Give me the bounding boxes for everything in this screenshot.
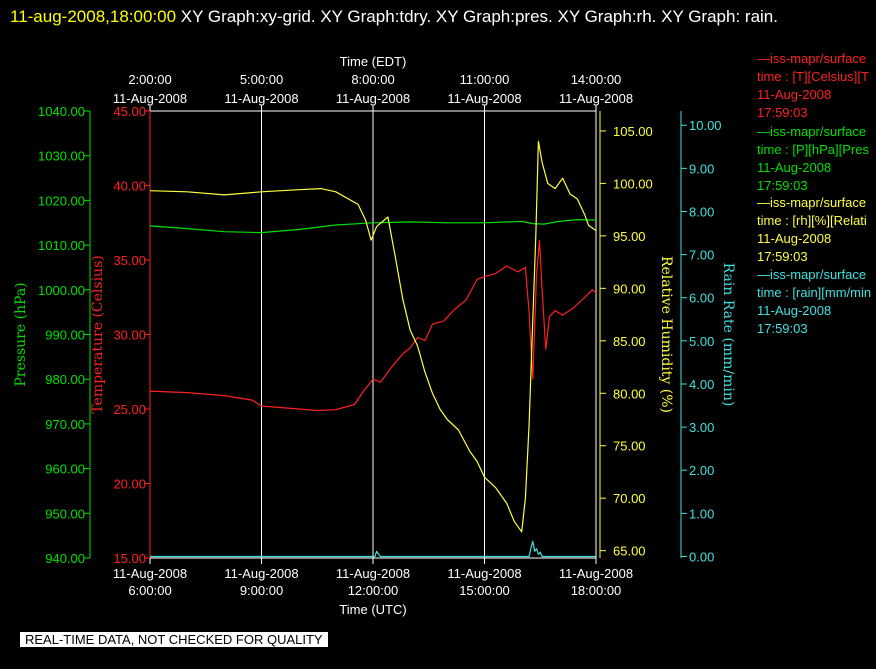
series-line-pres (149, 219, 597, 234)
x-top-axis-title: Time (EDT) (340, 54, 407, 69)
y-tick-label-temp: 35.00 (113, 253, 146, 268)
legend-description: time : [rain][mm/min (757, 285, 872, 300)
y-tick-label-rh: 75.00 (613, 439, 646, 454)
title-graph-list: XY Graph:xy-grid. XY Graph:tdry. XY Grap… (180, 7, 778, 26)
x-top-tick-label-date: 11-Aug-2008 (447, 91, 521, 106)
series-line-rain (150, 540, 596, 558)
title-timestamp: 11-aug-2008,18:00:00 (10, 7, 177, 26)
x-top-tick-label-time: 5:00:00 (240, 72, 283, 87)
x-top-tick-label-time: 11:00:00 (460, 72, 510, 87)
x-tick-label-date: 11-Aug-2008 (559, 566, 633, 581)
y-tick-label-rain: 7.00 (689, 248, 714, 263)
x-bottom-axis-title: Time (UTC) (339, 602, 406, 617)
y-tick-label-pres: 990.00 (45, 328, 85, 343)
legend-date: 11-Aug-2008 (757, 87, 832, 102)
graph-title: 11-aug-2008,18:00:00 XY Graph:xy-grid. X… (10, 2, 870, 31)
legend-description: time : [T][Celsius][T (757, 69, 869, 84)
y-tick-label-rh: 90.00 (613, 281, 646, 296)
x-top-tick-label-time: 14:00:00 (571, 72, 622, 87)
legend-description: time : [P][hPa][Pres (757, 142, 869, 157)
y-tick-label-temp: 20.00 (113, 477, 146, 492)
y-tick-label-pres: 940.00 (45, 551, 85, 566)
legend-time: 17:59:03 (757, 321, 808, 336)
legend-entry-pressure: —iss-mapr/surface time : [P][hPa][Pres 1… (757, 123, 876, 195)
y-tick-label-rh: 95.00 (613, 229, 646, 244)
y-axis-title-pres: Pressure (hPa) (13, 282, 29, 386)
legend-source: —iss-mapr/surface (757, 124, 867, 139)
y-tick-label-pres: 980.00 (45, 372, 85, 387)
x-tick-label-date: 11-Aug-2008 (224, 566, 298, 581)
x-top-tick-label-date: 11-Aug-2008 (336, 91, 410, 106)
y-tick-label-temp: 30.00 (113, 328, 146, 343)
legend-source: —iss-mapr/surface (757, 267, 867, 282)
x-top-tick-label-time: 8:00:00 (351, 72, 394, 87)
y-tick-label-rain: 4.00 (689, 377, 714, 392)
y-tick-label-temp: 25.00 (113, 402, 146, 417)
legend-source: —iss-mapr/surface (757, 195, 867, 210)
y-tick-label-rain: 3.00 (689, 420, 714, 435)
legend-entry-rain: —iss-mapr/surface time : [rain][mm/min 1… (757, 266, 876, 338)
y-tick-label-pres: 1030.00 (38, 149, 85, 164)
y-tick-label-rain: 5.00 (689, 334, 714, 349)
legend-time: 17:59:03 (757, 105, 808, 120)
legend-date: 11-Aug-2008 (757, 231, 832, 246)
y-tick-label-rh: 85.00 (613, 334, 646, 349)
y-tick-label-rh: 65.00 (613, 544, 646, 559)
y-tick-label-rh: 105.00 (613, 124, 653, 139)
y-tick-label-pres: 1020.00 (38, 193, 85, 208)
y-tick-label-rh: 70.00 (613, 491, 646, 506)
x-top-tick-label-date: 11-Aug-2008 (113, 91, 187, 106)
legend-source: —iss-mapr/surface (757, 51, 867, 66)
legend-entry-temperature: —iss-mapr/surface time : [T][Celsius][T … (757, 50, 876, 122)
legend-entry-humidity: —iss-mapr/surface time : [rh][%][Relati … (757, 194, 876, 266)
x-top-tick-label-time: 2:00:00 (128, 72, 171, 87)
y-tick-label-rh: 80.00 (613, 386, 646, 401)
y-tick-label-rain: 10.00 (689, 118, 722, 133)
y-tick-label-pres: 1000.00 (38, 283, 85, 298)
y-tick-label-rain: 9.00 (689, 161, 714, 176)
x-tick-label-time: 6:00:00 (128, 583, 171, 598)
y-tick-label-rain: 6.00 (689, 291, 714, 306)
x-top-tick-label-date: 11-Aug-2008 (559, 91, 633, 106)
y-tick-label-rh: 100.00 (613, 176, 653, 191)
x-tick-label-time: 12:00:00 (348, 583, 399, 598)
legend-date: 11-Aug-2008 (757, 160, 832, 175)
legend-date: 11-Aug-2008 (757, 303, 832, 318)
legend-description: time : [rh][%][Relati (757, 213, 867, 228)
legend-time: 17:59:03 (757, 249, 808, 264)
y-axis-title-temp: Temperature (Celsius) (90, 255, 106, 413)
x-top-tick-label-date: 11-Aug-2008 (224, 91, 298, 106)
series-line-rh (149, 140, 597, 533)
x-tick-label-time: 9:00:00 (240, 583, 283, 598)
y-tick-label-pres: 1010.00 (38, 238, 85, 253)
x-tick-label-time: 15:00:00 (459, 583, 510, 598)
y-axis-title-rh: Relative Humidity (%) (658, 256, 674, 413)
y-tick-label-rain: 8.00 (689, 204, 714, 219)
y-tick-label-rain: 1.00 (689, 506, 714, 521)
y-axis-title-rain: Rain Rate (mm/min) (720, 263, 736, 407)
y-tick-label-rain: 0.00 (689, 549, 714, 564)
y-tick-label-pres: 970.00 (45, 417, 85, 432)
y-tick-label-temp: 45.00 (113, 104, 146, 119)
x-tick-label-date: 11-Aug-2008 (447, 566, 521, 581)
y-tick-label-temp: 40.00 (113, 179, 146, 194)
y-tick-label-pres: 1040.00 (38, 104, 85, 119)
y-tick-label-temp: 15.00 (113, 551, 146, 566)
x-tick-label-date: 11-Aug-2008 (113, 566, 187, 581)
series-line-temp (149, 240, 597, 412)
x-tick-label-date: 11-Aug-2008 (336, 566, 410, 581)
y-tick-label-pres: 950.00 (45, 506, 85, 521)
quality-notice: REAL-TIME DATA, NOT CHECKED FOR QUALITY (20, 632, 328, 647)
x-tick-label-time: 18:00:00 (571, 583, 622, 598)
legend-time: 17:59:03 (757, 178, 808, 193)
y-tick-label-rain: 2.00 (689, 463, 714, 478)
y-tick-label-pres: 960.00 (45, 462, 85, 477)
